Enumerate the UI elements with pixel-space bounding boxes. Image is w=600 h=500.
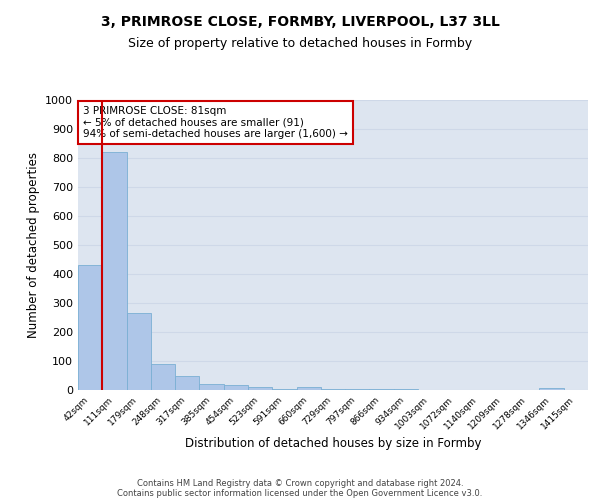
Bar bbox=[199, 384, 224, 390]
Bar bbox=[78, 264, 102, 390]
Bar bbox=[539, 388, 564, 390]
Text: 3, PRIMROSE CLOSE, FORMBY, LIVERPOOL, L37 3LL: 3, PRIMROSE CLOSE, FORMBY, LIVERPOOL, L3… bbox=[101, 15, 499, 29]
Y-axis label: Number of detached properties: Number of detached properties bbox=[26, 152, 40, 338]
X-axis label: Distribution of detached houses by size in Formby: Distribution of detached houses by size … bbox=[185, 436, 481, 450]
Bar bbox=[102, 152, 127, 390]
Bar bbox=[345, 388, 370, 390]
Text: Contains HM Land Registry data © Crown copyright and database right 2024.: Contains HM Land Registry data © Crown c… bbox=[137, 478, 463, 488]
Bar bbox=[296, 387, 321, 390]
Text: Size of property relative to detached houses in Formby: Size of property relative to detached ho… bbox=[128, 38, 472, 51]
Bar bbox=[224, 385, 248, 390]
Bar bbox=[394, 389, 418, 390]
Bar bbox=[321, 388, 345, 390]
Text: 3 PRIMROSE CLOSE: 81sqm
← 5% of detached houses are smaller (91)
94% of semi-det: 3 PRIMROSE CLOSE: 81sqm ← 5% of detached… bbox=[83, 106, 348, 139]
Bar bbox=[175, 376, 199, 390]
Bar bbox=[272, 389, 296, 390]
Bar bbox=[370, 388, 394, 390]
Bar bbox=[151, 364, 175, 390]
Bar bbox=[248, 387, 272, 390]
Bar bbox=[127, 313, 151, 390]
Text: Contains public sector information licensed under the Open Government Licence v3: Contains public sector information licen… bbox=[118, 488, 482, 498]
